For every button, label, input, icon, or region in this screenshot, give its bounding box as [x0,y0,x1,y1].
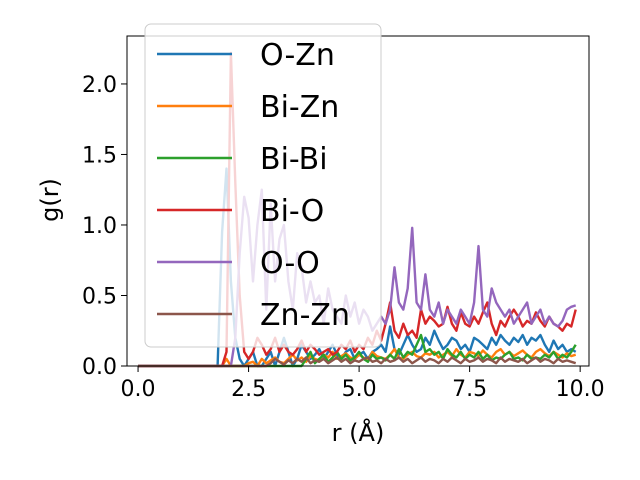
y-axis-label: g(r) [36,178,64,222]
x-tick-label: 2.5 [231,377,266,402]
y-tick-label: 0.5 [82,284,117,309]
legend-label: O-Zn [260,38,335,73]
y-tick-label: 1.5 [82,143,117,168]
y-tick-label: 1.0 [82,214,117,239]
legend-label: Bi-Zn [260,90,339,125]
x-tick-label: 7.5 [452,377,487,402]
legend-label: O-O [260,246,320,281]
y-tick-label: 2.0 [82,73,117,98]
series-line-zn-zn [138,356,577,368]
legend-label: Bi-O [260,194,324,229]
x-axis-label: r (Å) [332,418,385,447]
y-tick-label: 0.0 [82,355,117,380]
x-tick-label: 0.0 [121,377,156,402]
legend-label: Bi-Bi [260,142,328,177]
x-tick-label: 5.0 [342,377,377,402]
x-tick-label: 10.0 [556,377,605,402]
legend: O-Zn Bi-Zn Bi-Bi Bi-O O-O Zn-Zn [144,23,382,348]
tick-labels: 0.0 2.5 5.0 7.5 10.0 0.0 0.5 1.0 1.5 2.0 [82,73,605,402]
legend-label: Zn-Zn [260,298,350,333]
